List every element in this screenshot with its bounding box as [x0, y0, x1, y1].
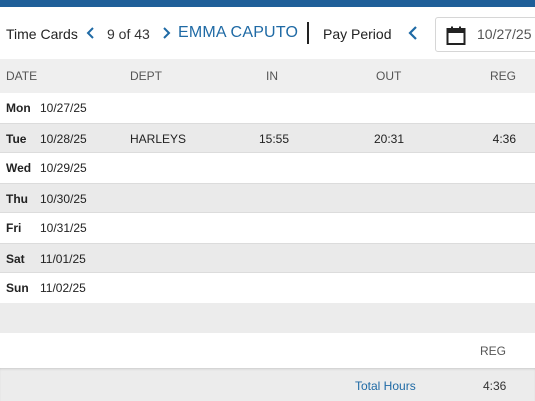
row-day: Tue	[6, 132, 27, 146]
row-date: 10/28/25	[40, 132, 87, 146]
row-date: 10/31/25	[40, 221, 87, 235]
table-row[interactable]: Wed 10/29/25	[0, 153, 535, 183]
row-day: Sun	[6, 281, 29, 295]
row-day: Thu	[6, 192, 28, 206]
row-day: Mon	[6, 101, 31, 115]
chevron-left-icon	[86, 27, 94, 39]
summary-column-reg: REG	[479, 344, 506, 358]
row-date: 10/29/25	[40, 161, 87, 175]
table-footer-spacer	[0, 303, 535, 333]
row-day: Wed	[6, 161, 32, 175]
employee-name-link[interactable]: EMMA CAPUTO	[178, 24, 299, 41]
total-hours-row: Total Hours 4:36	[0, 368, 535, 401]
chevron-right-icon	[163, 27, 171, 39]
column-header-in[interactable]: IN	[266, 69, 278, 83]
page-title: Time Cards	[6, 26, 78, 42]
pay-period-label: Pay Period	[323, 26, 392, 42]
row-date: 10/27/25	[40, 101, 87, 115]
row-date: 10/30/25	[40, 192, 87, 206]
toolbar-divider	[307, 22, 309, 44]
time-card-toolbar: Time Cards 9 of 43 EMMA CAPUTO Pay Perio…	[0, 7, 535, 59]
table-row[interactable]: Mon 10/27/25	[0, 93, 535, 123]
row-day: Fri	[6, 221, 22, 235]
table-row[interactable]: Tue 10/28/25 HARLEYS 15:55 20:31 4:36	[0, 123, 535, 153]
pay-period-start-date: 10/27/25	[477, 26, 532, 42]
summary-header: REG	[0, 333, 535, 368]
previous-period-button[interactable]	[407, 24, 421, 42]
record-position: 9 of 43	[107, 26, 150, 42]
calendar-icon	[446, 26, 466, 45]
app-top-bar	[0, 0, 535, 7]
pay-period-date-picker[interactable]: 10/27/25	[435, 17, 535, 52]
chevron-left-icon	[408, 26, 417, 40]
column-header-reg[interactable]: REG	[489, 69, 516, 83]
column-header-out[interactable]: OUT	[376, 69, 402, 83]
row-reg: 4:36	[492, 132, 516, 146]
next-record-button[interactable]	[159, 24, 173, 42]
row-dept: HARLEYS	[130, 132, 187, 146]
row-date: 11/01/25	[40, 252, 86, 266]
row-day: Sat	[6, 252, 25, 266]
total-hours-label: Total Hours	[355, 379, 416, 393]
table-header: DATE DEPT IN OUT REG	[0, 59, 535, 93]
table-row[interactable]: Sat 11/01/25	[0, 243, 535, 273]
row-in: 15:55	[259, 132, 290, 146]
row-date: 11/02/25	[40, 281, 86, 295]
previous-record-button[interactable]	[84, 24, 98, 42]
table-row[interactable]: Fri 10/31/25	[0, 213, 535, 243]
column-header-date[interactable]: DATE	[6, 69, 38, 83]
row-out: 20:31	[374, 132, 405, 146]
table-row[interactable]: Thu 10/30/25	[0, 183, 535, 213]
column-header-dept[interactable]: DEPT	[130, 69, 163, 83]
table-row[interactable]: Sun 11/02/25	[0, 273, 535, 303]
total-reg-hours: 4:36	[483, 379, 507, 393]
